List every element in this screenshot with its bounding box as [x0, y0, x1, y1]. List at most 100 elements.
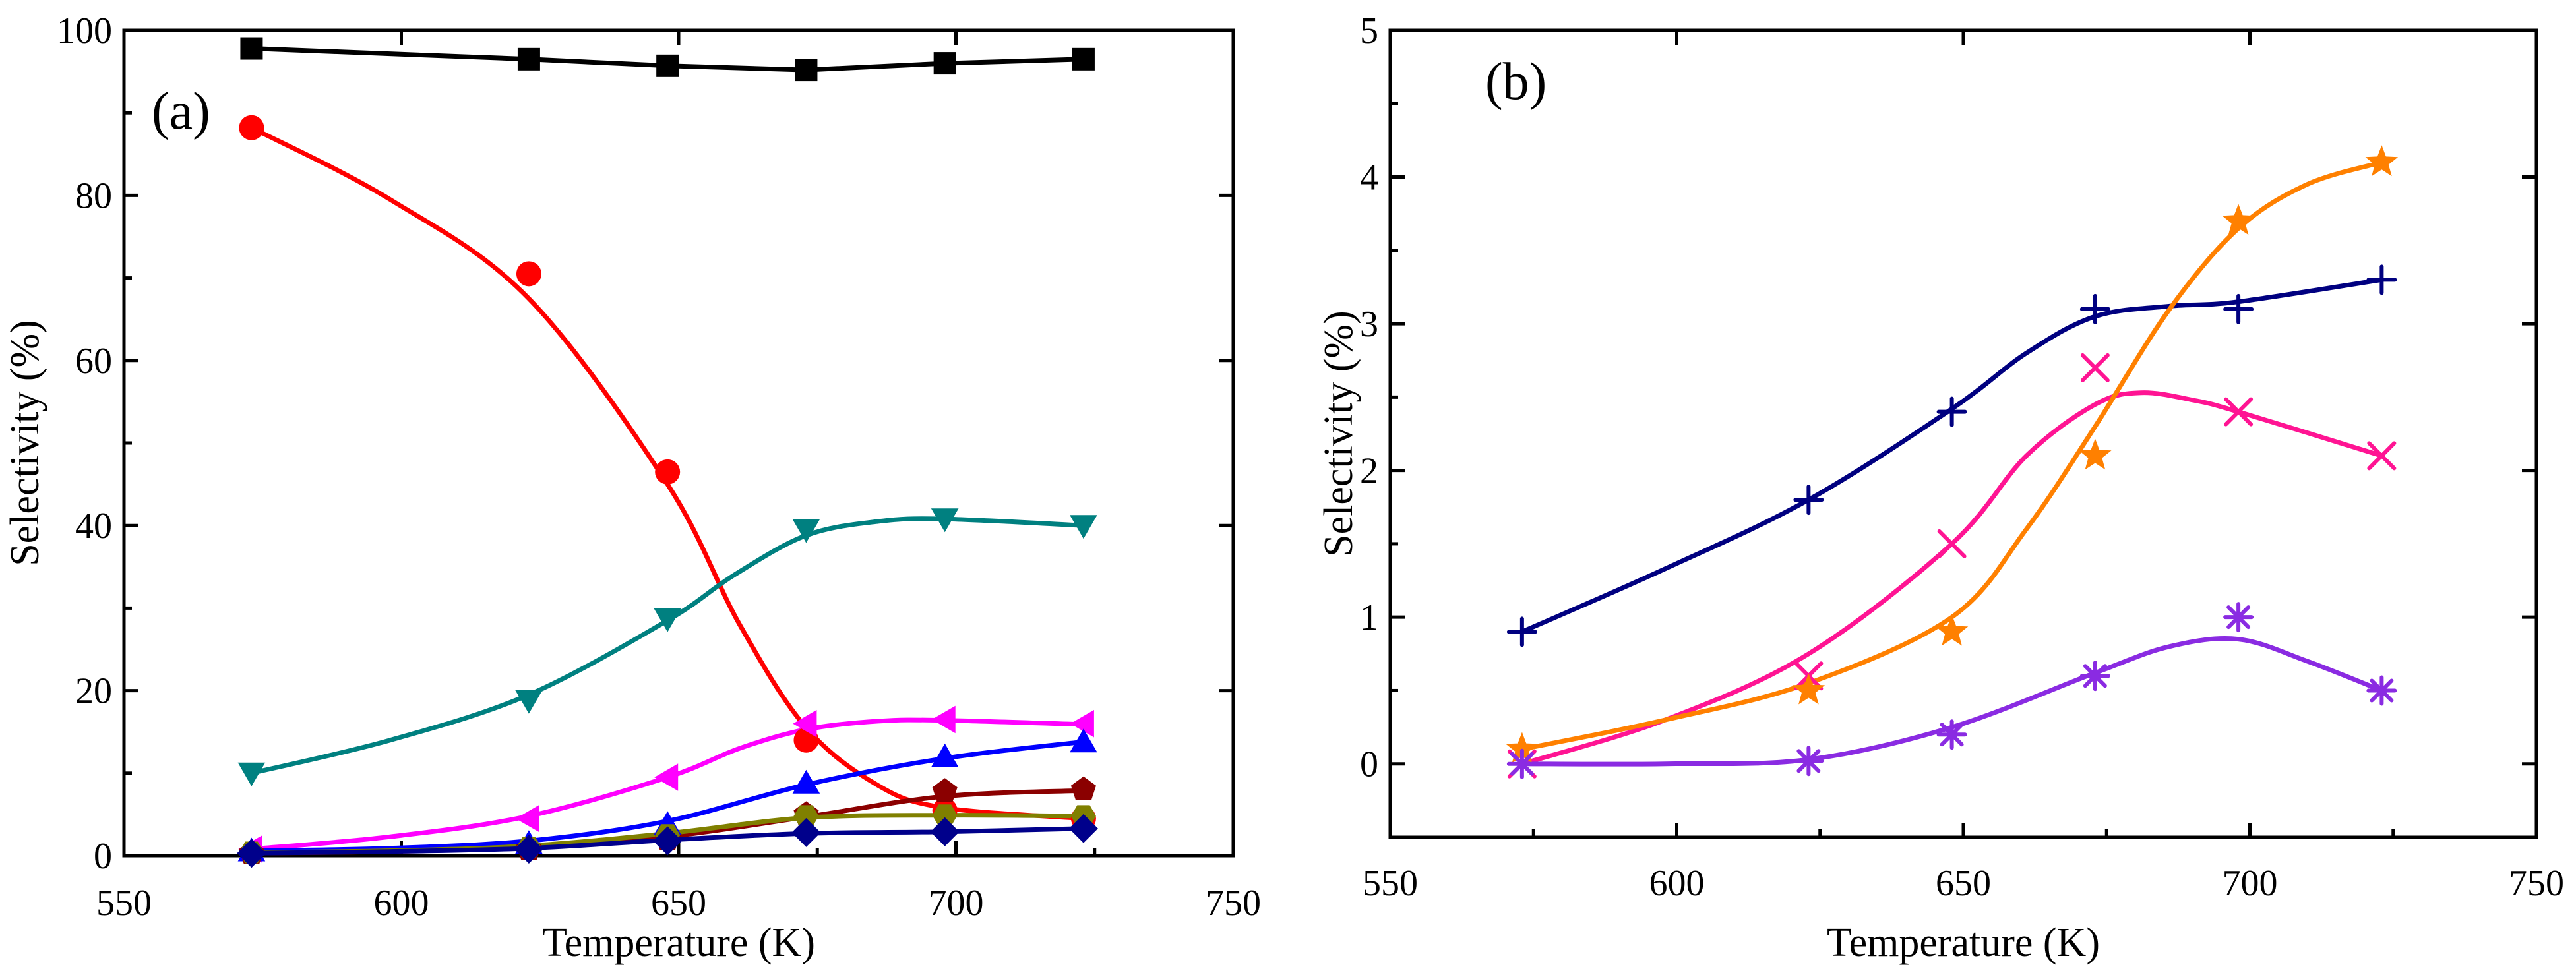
series-x-b [1519, 390, 2384, 767]
data-point-triangle-down-a [515, 690, 543, 714]
data-point-triangle-left-a [793, 709, 817, 738]
panel-label-b: (b) [1485, 53, 1547, 111]
data-point-diamond-a [237, 839, 266, 868]
data-point-triangle-left-a [1070, 709, 1094, 738]
x-tick-label-b: 650 [1936, 863, 1991, 904]
data-point-asterisk-b [1793, 746, 1824, 777]
y-tick-label-a: 20 [75, 671, 112, 712]
data-point-asterisk-b [1506, 748, 1537, 779]
data-point-triangle-left-a [515, 804, 539, 833]
y-axis-title-b: Selectivity (%) [1316, 311, 1361, 557]
data-point-triangle-up-a [931, 743, 959, 767]
y-tick-label-b: 4 [1360, 158, 1378, 198]
data-point-hexagon-a [932, 804, 958, 827]
data-point-diamond-a [514, 835, 543, 864]
y-tick-label-a: 60 [75, 341, 112, 382]
y-tick-label-a: 100 [57, 11, 112, 51]
series-markers-circle-a [239, 115, 1096, 831]
x-axis-title-a: Temperature (K) [542, 920, 815, 965]
data-point-triangle-left-a [931, 705, 956, 734]
series-markers-plus-b [1506, 264, 2397, 647]
data-point-plus-b [1793, 485, 1824, 516]
data-point-x-b [2080, 353, 2110, 382]
data-point-plus-b [2366, 264, 2397, 295]
data-point-x-b [2367, 441, 2397, 471]
data-point-pentagon-a [932, 778, 958, 802]
data-point-square-a [1072, 47, 1095, 71]
panel-a: 550 600 650 700 750 0 20 40 60 80 100 Temperature (… [3, 11, 1261, 965]
data-point-triangle-left-a [654, 763, 679, 791]
y-tick-label-b: 3 [1360, 304, 1378, 345]
x-tick-label-b: 550 [1363, 863, 1418, 904]
x-tick-label-b: 750 [2509, 863, 2564, 904]
series-star-b [1519, 160, 2384, 752]
x-tick-label-a: 650 [651, 883, 706, 924]
plot-frame-b [1388, 28, 2538, 839]
series-plus-b [1519, 277, 2384, 634]
y-tick-label-a: 0 [94, 836, 112, 877]
y-tick-label-b: 2 [1360, 451, 1378, 492]
data-point-triangle-down-a [237, 762, 266, 786]
x-tick-label-a: 600 [374, 883, 429, 924]
series-markers-star-b [1506, 145, 2399, 763]
data-point-circle-a [516, 261, 541, 287]
data-point-square-a [656, 54, 679, 77]
data-point-pentagon-a [1070, 776, 1096, 800]
data-point-diamond-a [653, 826, 683, 856]
series-markers-square-a [240, 37, 1095, 82]
x-tick-label-b: 600 [1649, 863, 1705, 904]
data-point-square-a [795, 59, 818, 82]
series-triangle-down-a [249, 516, 1086, 776]
series-asterisk-b [1519, 636, 2384, 767]
series-triangle-left-a [249, 717, 1086, 852]
x-tick-label-a: 700 [929, 883, 984, 924]
series-square-a [249, 46, 1086, 73]
y-axis-title-a: Selectivity (%) [3, 320, 47, 566]
data-point-circle-a [239, 115, 264, 140]
data-point-plus-b [2223, 293, 2254, 324]
data-point-square-a [517, 47, 540, 71]
data-point-diamond-a [1068, 814, 1098, 843]
panel-label-a: (a) [152, 82, 210, 140]
series-markers-diamond-a [237, 814, 1098, 868]
data-point-star-b [2222, 204, 2255, 235]
panel-b: 550 600 650 700 750 0 1 2 3 4 5 Temperature (K) Sele… [1316, 11, 2564, 965]
y-tick-label-a: 40 [75, 506, 112, 547]
x-tick-label-a: 550 [96, 883, 152, 924]
series-line-plus-b [1519, 277, 2384, 634]
y-tick-label-b: 0 [1360, 744, 1378, 785]
data-point-triangle-up-a [1070, 728, 1097, 753]
data-point-plus-b [1936, 396, 1967, 427]
data-point-plus-b [1506, 616, 1537, 647]
series-line-asterisk-b [1519, 636, 2384, 767]
data-point-star-b [1792, 673, 1825, 705]
data-point-triangle-down-a [792, 519, 820, 543]
data-point-triangle-down-a [931, 508, 959, 533]
series-markers-asterisk-b [1506, 602, 2397, 779]
data-point-diamond-a [791, 817, 821, 847]
x-tick-label-a: 750 [1206, 883, 1261, 924]
data-point-hexagon-a [793, 805, 819, 827]
data-point-asterisk-b [2223, 602, 2254, 633]
series-line-triangle-down-a [249, 516, 1086, 776]
series-markers-triangle-down-a [237, 508, 1097, 786]
data-point-plus-b [2079, 293, 2110, 324]
y-tick-label-b: 5 [1360, 11, 1378, 51]
data-point-x-b [2224, 397, 2254, 427]
y-tick-label-a: 80 [75, 175, 112, 216]
data-point-asterisk-b [1936, 719, 1967, 750]
data-point-diamond-a [930, 817, 960, 846]
data-point-square-a [933, 52, 956, 75]
data-point-triangle-up-a [792, 769, 820, 794]
data-point-x-b [1937, 529, 1967, 558]
data-point-triangle-down-a [1070, 515, 1097, 539]
data-point-square-a [240, 37, 263, 60]
series-line-x-b [1519, 390, 2384, 767]
data-point-triangle-down-a [654, 608, 681, 632]
x-axis-title-b: Temperature (K) [1827, 920, 2100, 965]
y-tick-label-b: 1 [1360, 597, 1378, 638]
data-point-star-b [1506, 732, 1539, 763]
data-point-star-b [2079, 438, 2112, 470]
plot-frame-a [122, 28, 1235, 858]
